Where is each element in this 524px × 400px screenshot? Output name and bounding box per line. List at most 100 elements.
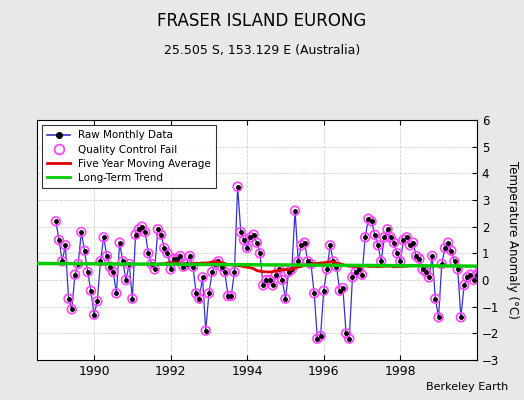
Point	[195, 296, 203, 302]
Point	[170, 256, 178, 262]
Point	[438, 261, 446, 267]
Point	[90, 312, 99, 318]
Point	[367, 218, 376, 224]
Point	[93, 298, 102, 304]
Point	[144, 250, 152, 256]
Point	[272, 272, 280, 278]
Point	[224, 293, 232, 299]
Point	[125, 261, 134, 267]
Point	[246, 234, 255, 240]
Point	[374, 242, 382, 248]
Point	[211, 261, 220, 267]
Point	[58, 258, 67, 264]
Point	[115, 240, 124, 246]
Text: FRASER ISLAND EURONG: FRASER ISLAND EURONG	[157, 12, 367, 30]
Point	[370, 232, 379, 238]
Point	[214, 258, 223, 264]
Point	[307, 261, 315, 267]
Point	[409, 240, 417, 246]
Point	[406, 242, 414, 248]
Point	[352, 269, 360, 275]
Point	[256, 250, 264, 256]
Point	[71, 272, 79, 278]
Point	[77, 229, 85, 235]
Point	[335, 288, 344, 294]
Point	[147, 261, 156, 267]
Point	[415, 256, 423, 262]
Point	[281, 296, 290, 302]
Point	[316, 333, 325, 339]
Point	[96, 258, 105, 264]
Point	[154, 226, 162, 232]
Point	[434, 314, 443, 320]
Point	[495, 240, 504, 246]
Point	[249, 232, 258, 238]
Text: 25.505 S, 153.129 E (Australia): 25.505 S, 153.129 E (Australia)	[164, 44, 360, 57]
Point	[138, 224, 146, 230]
Point	[441, 245, 449, 251]
Point	[380, 234, 388, 240]
Point	[150, 266, 159, 272]
Point	[83, 269, 92, 275]
Text: Berkeley Earth: Berkeley Earth	[426, 382, 508, 392]
Point	[431, 296, 440, 302]
Point	[355, 266, 363, 272]
Point	[52, 218, 60, 224]
Point	[86, 288, 95, 294]
Point	[303, 258, 312, 264]
Point	[332, 264, 341, 270]
Point	[348, 274, 357, 280]
Point	[387, 234, 395, 240]
Point	[285, 269, 293, 275]
Point	[485, 242, 494, 248]
Point	[68, 306, 76, 312]
Point	[176, 253, 184, 259]
Point	[208, 269, 216, 275]
Point	[291, 208, 299, 214]
Point	[294, 258, 302, 264]
Point	[278, 277, 287, 283]
Point	[167, 266, 175, 272]
Point	[80, 248, 89, 254]
Point	[103, 253, 111, 259]
Point	[288, 266, 296, 272]
Point	[192, 290, 200, 296]
Point	[460, 282, 468, 288]
Point	[364, 216, 373, 222]
Point	[132, 232, 140, 238]
Point	[476, 266, 484, 272]
Point	[227, 293, 235, 299]
Point	[237, 229, 245, 235]
Legend: Raw Monthly Data, Quality Control Fail, Five Year Moving Average, Long-Term Tren: Raw Monthly Data, Quality Control Fail, …	[42, 125, 216, 188]
Point	[106, 264, 114, 270]
Point	[297, 242, 305, 248]
Point	[275, 266, 283, 272]
Point	[326, 242, 334, 248]
Point	[182, 261, 191, 267]
Point	[128, 296, 137, 302]
Point	[399, 237, 408, 243]
Point	[463, 274, 472, 280]
Point	[240, 237, 248, 243]
Point	[253, 240, 261, 246]
Point	[488, 237, 497, 243]
Point	[265, 277, 274, 283]
Point	[199, 274, 207, 280]
Point	[268, 282, 277, 288]
Point	[230, 269, 238, 275]
Point	[233, 184, 242, 190]
Point	[160, 245, 168, 251]
Point	[345, 336, 354, 342]
Point	[428, 253, 436, 259]
Point	[393, 250, 401, 256]
Point	[173, 256, 181, 262]
Point	[377, 258, 385, 264]
Y-axis label: Temperature Anomaly (°C): Temperature Anomaly (°C)	[506, 161, 519, 319]
Point	[444, 240, 452, 246]
Point	[450, 258, 458, 264]
Point	[118, 258, 127, 264]
Point	[112, 290, 121, 296]
Point	[329, 258, 337, 264]
Point	[412, 253, 420, 259]
Point	[501, 248, 510, 254]
